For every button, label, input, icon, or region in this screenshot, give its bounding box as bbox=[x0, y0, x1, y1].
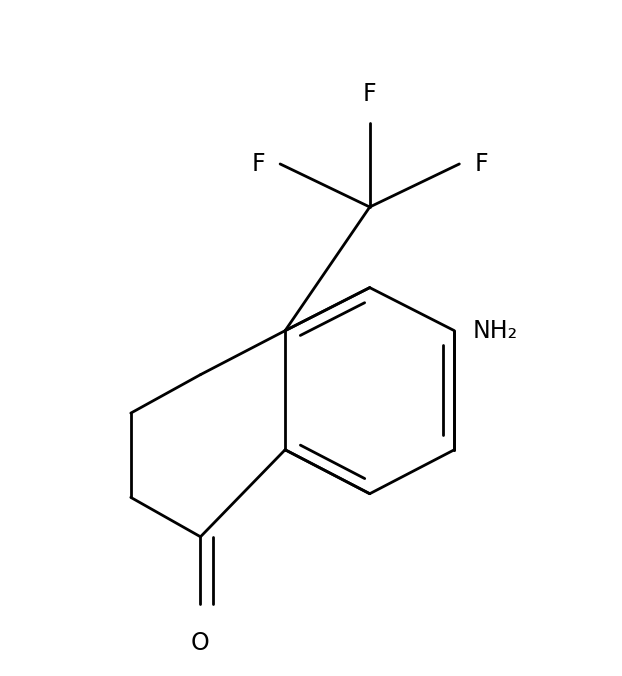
Text: F: F bbox=[474, 152, 488, 176]
Text: O: O bbox=[191, 631, 210, 655]
Text: NH₂: NH₂ bbox=[472, 318, 518, 343]
Text: F: F bbox=[251, 152, 265, 176]
Text: F: F bbox=[363, 82, 376, 106]
